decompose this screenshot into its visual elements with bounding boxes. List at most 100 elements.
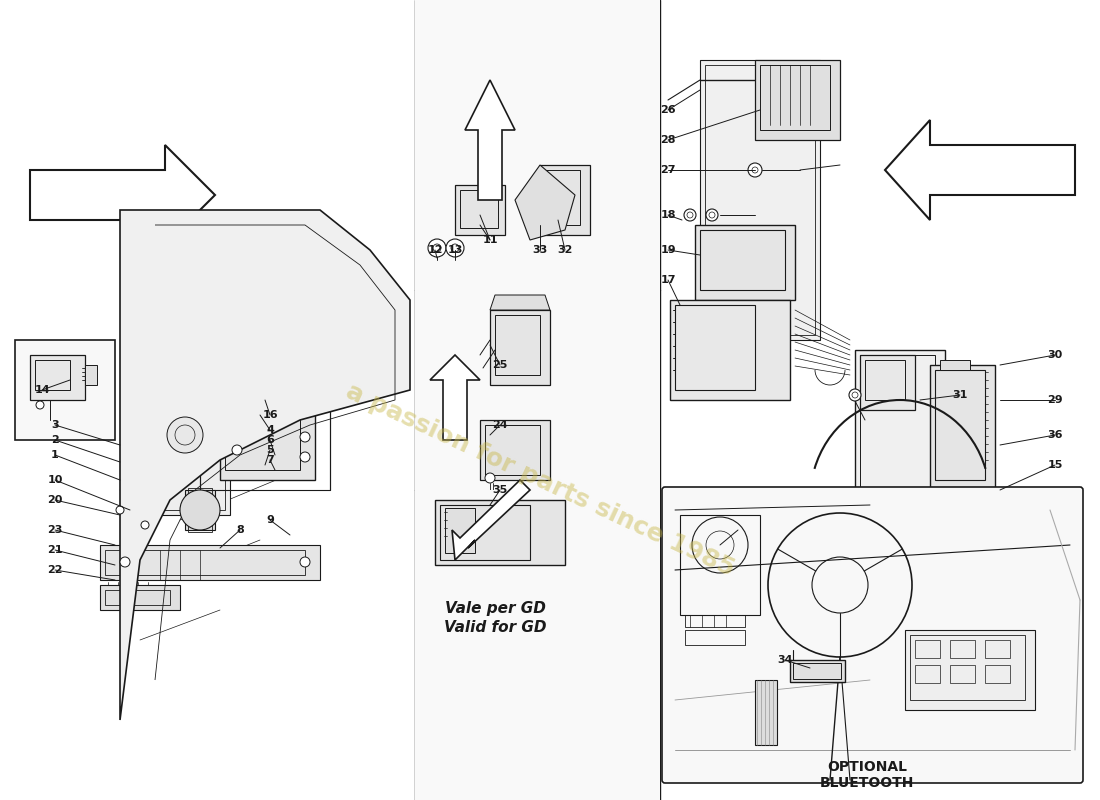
Circle shape xyxy=(300,557,310,567)
Bar xyxy=(675,305,755,390)
Text: 19: 19 xyxy=(660,245,675,255)
Bar xyxy=(155,420,195,475)
Text: 14: 14 xyxy=(34,385,50,395)
Bar xyxy=(905,630,1035,710)
Circle shape xyxy=(141,521,149,529)
Bar xyxy=(984,665,1010,683)
Bar xyxy=(910,635,1025,700)
Bar xyxy=(185,490,214,530)
Text: OPTIONAL
BLUETOOTH: OPTIONAL BLUETOOTH xyxy=(820,760,914,790)
Text: 35: 35 xyxy=(493,485,507,495)
Text: 22: 22 xyxy=(47,565,63,575)
Circle shape xyxy=(300,452,310,462)
Bar xyxy=(85,365,97,385)
Text: 16: 16 xyxy=(262,410,278,420)
Polygon shape xyxy=(430,355,480,440)
Text: 31: 31 xyxy=(953,390,968,400)
Polygon shape xyxy=(490,295,550,310)
Text: 20: 20 xyxy=(47,495,63,505)
Text: 10: 10 xyxy=(47,475,63,485)
Bar xyxy=(685,630,745,645)
Polygon shape xyxy=(515,165,575,240)
Bar xyxy=(446,508,475,553)
Bar xyxy=(490,310,550,385)
FancyBboxPatch shape xyxy=(662,487,1084,783)
Text: 33: 33 xyxy=(532,245,548,255)
Circle shape xyxy=(36,401,44,409)
Text: 8: 8 xyxy=(236,525,244,535)
Text: 29: 29 xyxy=(1047,395,1063,405)
Bar xyxy=(793,663,842,679)
Bar xyxy=(685,615,745,627)
Text: 17: 17 xyxy=(660,275,675,285)
Bar xyxy=(200,390,330,490)
Bar xyxy=(440,505,530,560)
Bar xyxy=(760,65,830,130)
Text: 5: 5 xyxy=(266,445,274,455)
Bar xyxy=(160,425,185,465)
Bar xyxy=(415,490,660,800)
Text: 36: 36 xyxy=(1047,430,1063,440)
Text: 13: 13 xyxy=(448,245,463,255)
Circle shape xyxy=(684,209,696,221)
Bar xyxy=(460,190,498,228)
Bar xyxy=(220,405,315,480)
Circle shape xyxy=(300,432,310,442)
Bar xyxy=(695,225,795,300)
Polygon shape xyxy=(30,145,214,245)
Bar xyxy=(865,360,905,400)
Bar xyxy=(495,315,540,375)
Bar xyxy=(935,495,984,527)
Bar xyxy=(35,360,70,390)
Circle shape xyxy=(446,239,464,257)
Bar xyxy=(226,410,300,470)
Text: 28: 28 xyxy=(660,135,675,145)
Bar xyxy=(188,488,212,532)
Circle shape xyxy=(706,209,718,221)
Bar xyxy=(104,550,305,575)
Bar xyxy=(100,585,180,610)
Bar xyxy=(915,665,940,683)
Circle shape xyxy=(167,417,204,453)
Text: 26: 26 xyxy=(660,105,675,115)
Circle shape xyxy=(485,473,495,483)
Bar xyxy=(755,680,777,745)
Bar xyxy=(860,355,935,530)
Circle shape xyxy=(180,490,220,530)
Text: a passion for parts since 1985: a passion for parts since 1985 xyxy=(342,379,738,581)
Circle shape xyxy=(232,445,242,455)
Text: 25: 25 xyxy=(493,360,508,370)
Bar xyxy=(790,660,845,682)
Text: 4: 4 xyxy=(266,425,274,435)
Circle shape xyxy=(428,239,446,257)
Text: Vale per GD: Vale per GD xyxy=(444,601,546,615)
Bar xyxy=(930,365,996,490)
Circle shape xyxy=(120,557,130,567)
Bar xyxy=(855,350,945,540)
Bar xyxy=(940,360,970,370)
Text: 18: 18 xyxy=(660,210,675,220)
Text: 24: 24 xyxy=(492,420,508,430)
Text: Valid for GD: Valid for GD xyxy=(443,621,547,635)
Text: 15: 15 xyxy=(1047,460,1063,470)
Polygon shape xyxy=(886,120,1075,220)
Bar xyxy=(700,60,820,340)
Bar xyxy=(100,545,320,580)
Circle shape xyxy=(748,163,762,177)
Bar xyxy=(930,490,996,535)
Bar xyxy=(145,400,226,510)
Text: 21: 21 xyxy=(47,545,63,555)
Bar xyxy=(104,590,170,605)
Text: 1: 1 xyxy=(51,450,59,460)
Bar xyxy=(415,0,660,290)
Polygon shape xyxy=(120,210,410,720)
Bar xyxy=(705,65,815,335)
Bar xyxy=(950,665,975,683)
Bar xyxy=(950,640,975,658)
Bar xyxy=(434,500,565,565)
Bar xyxy=(140,395,230,515)
Bar xyxy=(755,60,840,140)
Bar xyxy=(680,515,760,615)
Bar xyxy=(415,290,660,490)
Text: 9: 9 xyxy=(266,515,274,525)
